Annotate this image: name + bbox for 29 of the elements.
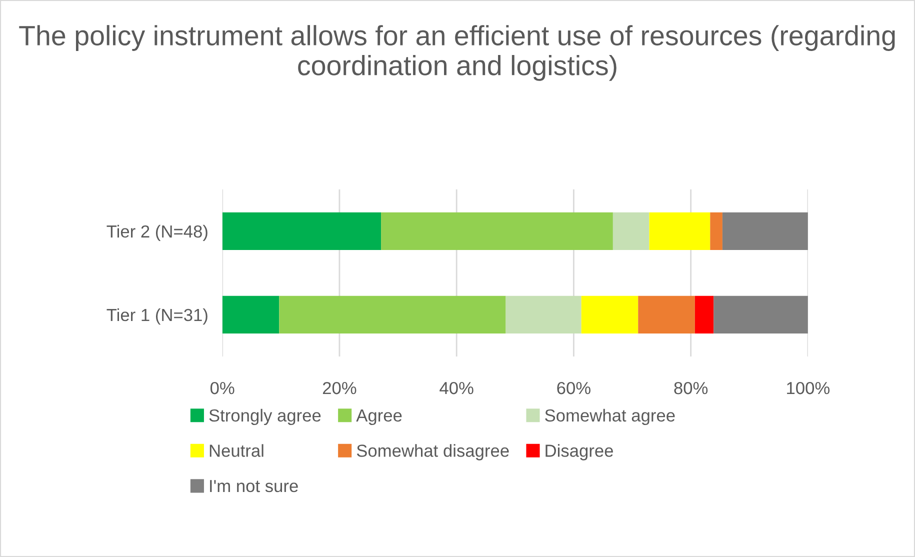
bar: [279, 296, 506, 334]
legend-label: Neutral: [210, 444, 264, 457]
legend-label: Agree: [356, 410, 402, 426]
x-tick-label: 0%: [210, 382, 234, 394]
bar: [581, 296, 638, 334]
legend-label: Disagree: [546, 444, 613, 460]
legend-label: Somewhat disagree: [356, 444, 509, 460]
bar: [710, 212, 722, 250]
chart-title: The policy instrument allows for an efficient use of resources (regarding coordination and logistics): [19, 25, 895, 81]
bar: [722, 212, 808, 250]
x-tick-label: 80%: [674, 382, 708, 394]
y-tick-label: Tier 2 (N=48): [106, 224, 208, 242]
bar: [222, 296, 280, 334]
x-tick-label: 40%: [440, 382, 474, 394]
y-tick-label: Tier 1 (N=31): [106, 308, 208, 325]
bar: [381, 212, 613, 250]
x-tick-label: 60%: [557, 382, 590, 394]
legend-label: Strongly agree: [209, 408, 321, 426]
x-tick-label: 20%: [322, 382, 356, 394]
legend-label: I'm not sure: [210, 480, 298, 492]
legend-label: Somewhat agree: [545, 408, 675, 426]
bar: [649, 212, 710, 250]
x-tick-label: 100%: [787, 382, 830, 394]
bar: [612, 212, 650, 250]
bar: [222, 212, 382, 250]
bar: [714, 296, 808, 334]
bar: [638, 296, 695, 334]
bar: [694, 296, 714, 334]
bar: [506, 296, 582, 334]
